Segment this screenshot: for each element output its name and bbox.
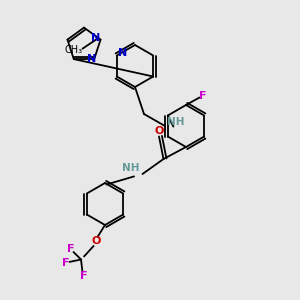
Text: CH₃: CH₃ (64, 45, 82, 55)
Text: NH: NH (167, 116, 184, 127)
Text: NH: NH (122, 163, 139, 173)
Text: F: F (199, 91, 206, 101)
Text: N: N (118, 47, 128, 58)
Text: O: O (154, 125, 164, 136)
Text: N: N (92, 33, 101, 43)
Text: F: F (62, 257, 70, 268)
Text: F: F (80, 271, 88, 281)
Text: F: F (67, 244, 74, 254)
Text: O: O (91, 236, 101, 247)
Text: N: N (87, 54, 96, 64)
